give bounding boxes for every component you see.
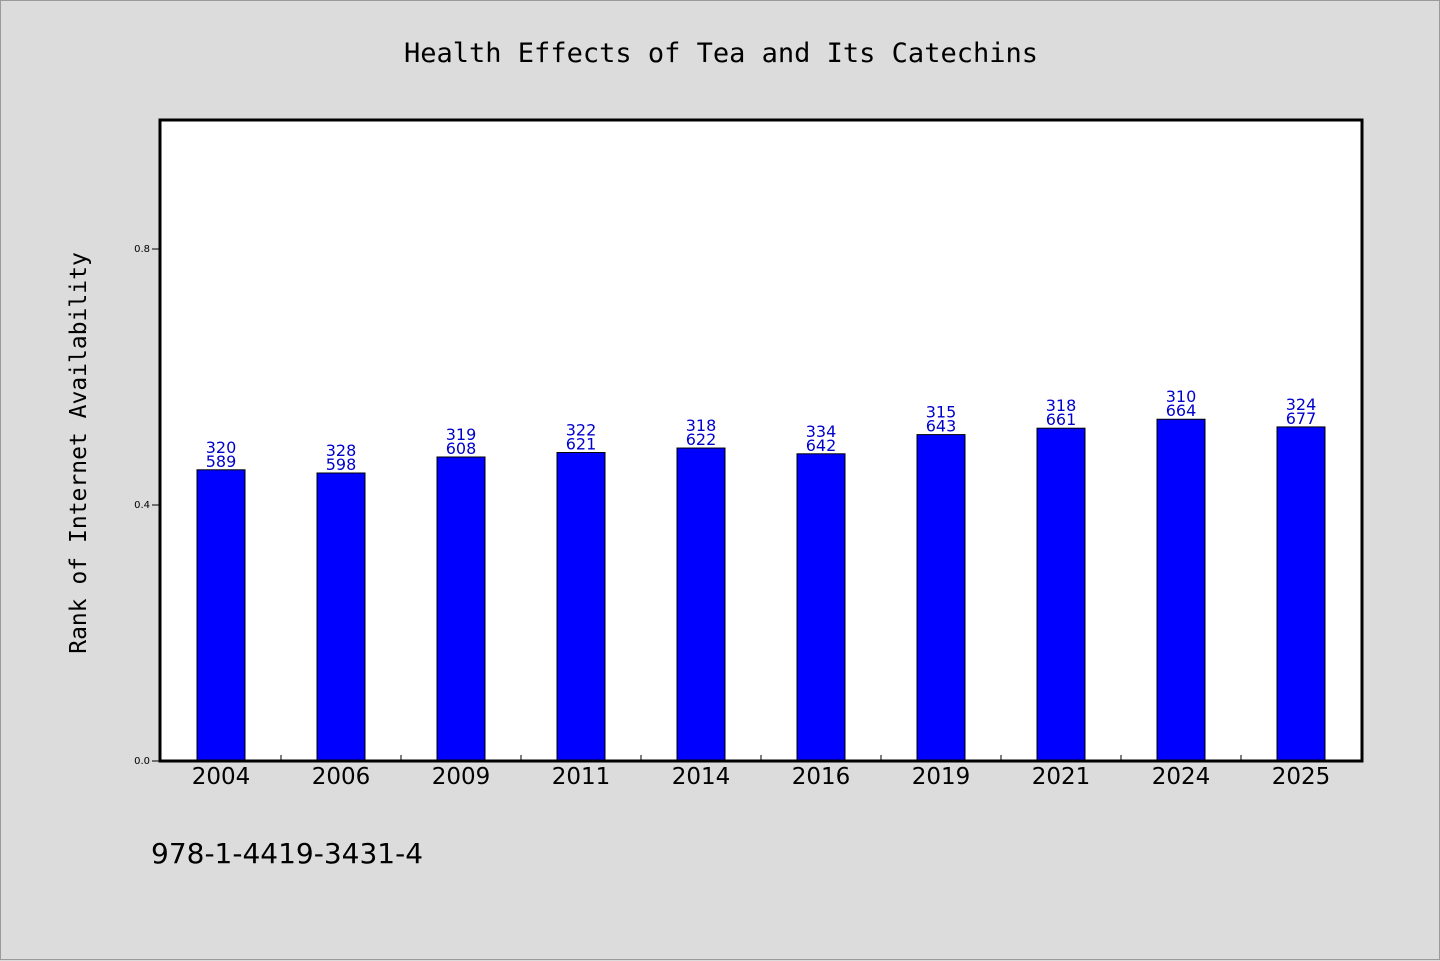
data-label-2014-2: 622 [686, 430, 717, 449]
data-label-2016-2: 642 [806, 436, 837, 455]
data-label-2025-1: 324 [1286, 395, 1317, 414]
data-label-2025-2: 677 [1286, 409, 1317, 428]
x-axis: 2004 2006 2009 2011 2014 2016 2019 2021 2024 2025 [192, 755, 1331, 790]
data-label-2006-2: 598 [326, 455, 357, 474]
data-label-2024-1: 310 [1166, 387, 1197, 406]
data-label-2021-1: 318 [1046, 396, 1077, 415]
bar-2019 [916, 434, 966, 762]
x-tick-label-2019: 2019 [912, 764, 971, 790]
bar-2006 [316, 472, 366, 762]
data-label-2014-1: 318 [686, 416, 717, 435]
y-tick-label-0.0: 0.0 [134, 756, 150, 767]
data-label-2011-2: 621 [566, 435, 597, 454]
data-label-2021-2: 661 [1046, 410, 1077, 429]
bar-2009 [436, 456, 486, 762]
data-label-2004-2: 589 [206, 452, 237, 471]
bar-2024 [1156, 418, 1206, 762]
bar-2025 [1276, 426, 1326, 762]
y-axis: 0.0 0.4 0.8 [134, 244, 160, 767]
y-tick-label-0.4: 0.4 [134, 500, 150, 511]
bars-group [196, 418, 1326, 762]
x-tick-label-2004: 2004 [192, 764, 251, 790]
y-tick-label-0.8: 0.8 [134, 244, 150, 255]
bar-2021 [1036, 427, 1086, 762]
x-tick-label-2014: 2014 [672, 764, 731, 790]
data-label-2016-1: 334 [806, 422, 837, 441]
x-tick-label-2009: 2009 [432, 764, 491, 790]
data-label-2019-2: 643 [926, 417, 957, 436]
isbn-text: 978-1-4419-3431-4 [151, 837, 423, 870]
x-tick-label-2006: 2006 [312, 764, 371, 790]
x-tick-label-2016: 2016 [792, 764, 851, 790]
bar-2011 [556, 452, 606, 762]
x-tick-label-2025: 2025 [1272, 764, 1331, 790]
data-label-2009-2: 608 [446, 439, 477, 458]
x-tick-label-2011: 2011 [552, 764, 611, 790]
data-label-2019-1: 315 [926, 403, 957, 422]
x-tick-label-2021: 2021 [1032, 764, 1091, 790]
bar-2004 [196, 469, 246, 762]
bar-2016 [796, 453, 846, 762]
data-label-2006-1: 328 [326, 441, 357, 460]
data-label-2009-1: 319 [446, 425, 477, 444]
data-label-2011-1: 322 [566, 421, 597, 440]
bar-2014 [676, 447, 726, 762]
y-axis-label: Rank of Internet Availability [66, 252, 92, 654]
chart-title: Health Effects of Tea and Its Catechins [404, 38, 1038, 69]
x-tick-label-2024: 2024 [1152, 764, 1211, 790]
data-label-2004-1: 320 [206, 438, 237, 457]
data-label-2024-2: 664 [1166, 401, 1197, 420]
